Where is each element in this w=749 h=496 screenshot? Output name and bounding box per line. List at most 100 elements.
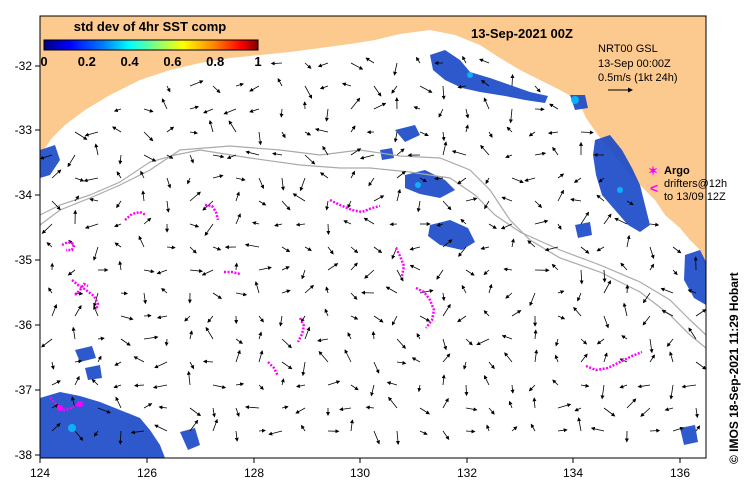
current-arrow — [92, 246, 99, 261]
current-arrow — [370, 384, 375, 397]
current-arrow — [590, 426, 605, 432]
colorbar-tick-label: 1 — [254, 54, 261, 69]
current-arrow — [386, 381, 398, 386]
current-arrow — [189, 105, 200, 110]
current-arrow — [534, 200, 543, 208]
current-arrow — [280, 177, 285, 191]
current-arrow — [189, 407, 202, 417]
current-arrow — [281, 200, 291, 211]
latitude-tick-label: -38 — [15, 448, 33, 462]
current-arrow — [141, 190, 146, 202]
current-arrow — [350, 262, 358, 271]
current-arrow — [74, 375, 80, 386]
current-arrow — [365, 405, 375, 410]
current-arrow — [603, 407, 616, 417]
current-arrow — [573, 177, 582, 183]
current-arrow — [235, 82, 244, 87]
current-arrow — [649, 222, 660, 227]
colorbar-tick-label: 0.2 — [78, 54, 96, 69]
current-arrow — [212, 384, 227, 389]
colorbar-tick-label: 0.8 — [206, 54, 224, 69]
current-arrow — [442, 430, 450, 440]
current-arrow — [304, 326, 311, 340]
current-arrow — [94, 143, 99, 156]
current-arrow — [113, 108, 122, 113]
current-arrow — [695, 309, 706, 317]
current-arrow — [212, 85, 221, 94]
current-arrow — [669, 384, 674, 400]
current-arrow — [596, 194, 605, 202]
current-arrow — [442, 397, 449, 409]
current-arrow — [189, 246, 197, 254]
current-arrow — [235, 407, 240, 417]
current-arrow — [93, 292, 99, 308]
current-arrow — [688, 327, 697, 340]
current-arrow — [465, 108, 470, 119]
current-arrow — [317, 62, 329, 68]
current-arrow — [74, 177, 85, 182]
argo-floats — [57, 401, 83, 411]
current-arrow — [462, 55, 467, 64]
current-arrow — [368, 177, 375, 187]
current-arrow — [534, 349, 539, 363]
current-arrow — [416, 332, 421, 340]
current-arrow — [258, 177, 265, 190]
current-arrow — [365, 57, 375, 64]
current-arrow — [483, 310, 490, 317]
current-arrow — [120, 291, 128, 296]
latitude-axis: -32 -33 -34 -35 -36 -37 -38 — [15, 59, 40, 462]
velocity-scale-label: 0.5m/s (1kt 24h) — [598, 72, 677, 84]
current-arrow — [419, 289, 434, 294]
current-arrow — [304, 154, 316, 165]
colorbar: std dev of 4hr SST comp 0 0.2 0.4 0.6 0.8 1 — [40, 19, 261, 69]
current-arrow — [373, 430, 380, 445]
current-arrow — [97, 407, 111, 414]
current-arrow — [118, 154, 123, 165]
current-arrow — [434, 176, 444, 181]
current-arrow — [476, 338, 490, 346]
current-arrow — [666, 338, 674, 347]
current-arrow — [649, 338, 654, 354]
drifter-track — [49, 397, 79, 412]
current-arrow — [189, 330, 194, 340]
current-arrow — [603, 315, 609, 329]
current-arrow — [143, 217, 152, 225]
current-arrow — [441, 374, 446, 386]
current-arrow — [464, 384, 469, 397]
current-arrow — [649, 263, 655, 271]
current-arrow — [258, 266, 272, 271]
current-arrow — [580, 246, 590, 254]
current-arrow — [304, 62, 312, 69]
depth-contour-outer — [40, 145, 706, 349]
drifter-symbol: < — [650, 180, 658, 196]
drifter-track — [124, 210, 147, 221]
current-arrow — [511, 426, 518, 432]
current-arrow — [235, 292, 248, 297]
land-mass — [40, 16, 706, 270]
current-arrow — [292, 193, 306, 202]
current-arrow — [385, 286, 398, 294]
current-arrow — [74, 430, 84, 441]
current-arrow — [299, 177, 306, 192]
current-arrow — [350, 97, 361, 110]
current-arrow — [669, 351, 674, 363]
current-arrow — [479, 58, 490, 64]
current-arrow — [552, 146, 559, 156]
drifter-label-line1: drifters@12h — [664, 178, 727, 190]
current-arrow — [143, 108, 154, 113]
current-arrow — [442, 239, 453, 248]
current-arrow — [235, 177, 246, 182]
current-arrow — [235, 349, 241, 363]
current-arrow — [51, 423, 61, 432]
current-arrow — [51, 169, 62, 179]
current-vectors — [40, 55, 706, 445]
colorbar-tick-label: 0.6 — [163, 54, 181, 69]
imos-credit: © IMOS 18-Sep-2021 11:29 Hobart — [727, 272, 741, 464]
current-arrow — [695, 361, 706, 370]
current-arrow — [91, 378, 99, 386]
current-arrow — [120, 338, 131, 346]
current-arrow — [161, 98, 168, 110]
current-arrow — [596, 246, 605, 252]
current-arrow — [534, 85, 541, 93]
current-arrow — [485, 177, 490, 185]
